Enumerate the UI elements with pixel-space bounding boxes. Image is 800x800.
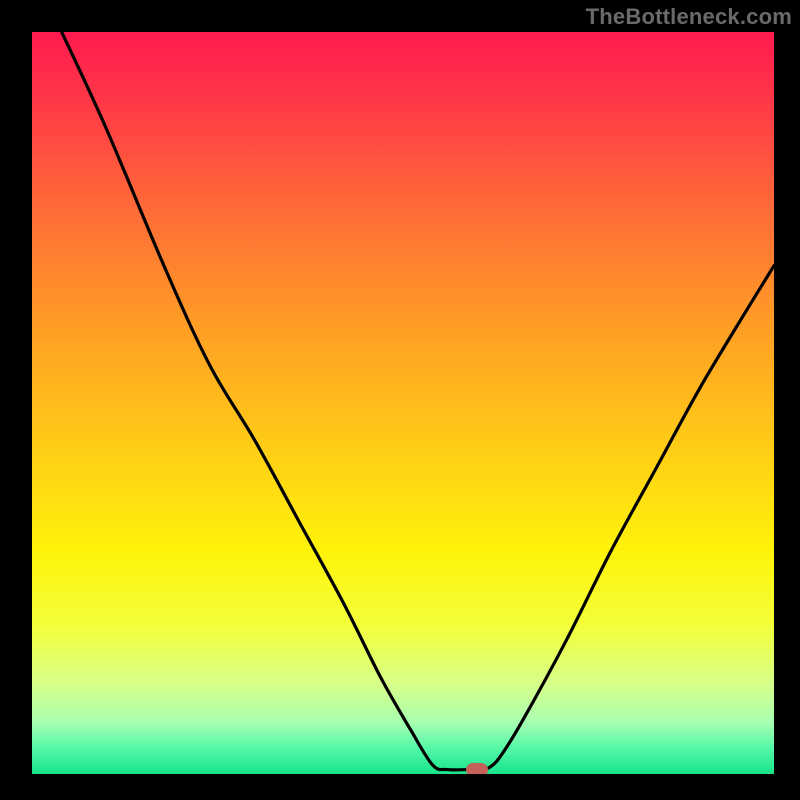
plot-area (32, 32, 774, 774)
minimum-marker (466, 763, 488, 774)
watermark-text: TheBottleneck.com (586, 4, 792, 30)
chart-frame: TheBottleneck.com (0, 0, 800, 800)
bottleneck-curve (62, 32, 774, 770)
curve-layer (32, 32, 774, 774)
